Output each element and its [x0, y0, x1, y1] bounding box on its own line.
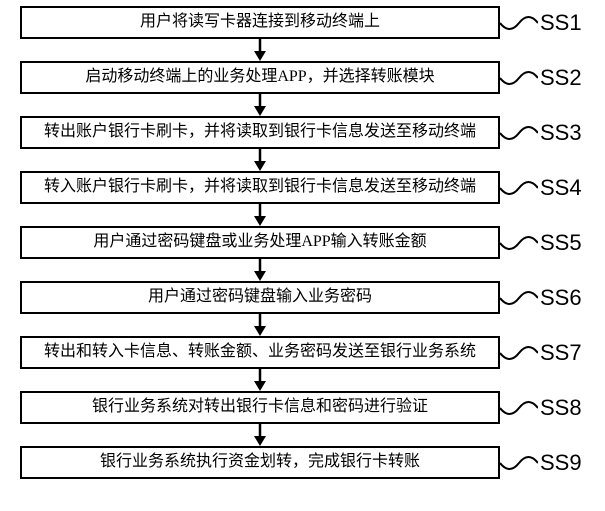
label-SS2: SS2 [540, 65, 582, 91]
label-SS5: SS5 [540, 230, 582, 256]
label-SS3: SS3 [540, 120, 582, 146]
arrow-1 [248, 39, 272, 61]
arrow-5 [248, 259, 272, 281]
step-SS9: 银行业务系统执行资金划转，完成银行卡转账 [20, 446, 500, 479]
wave-SS1 [500, 9, 538, 37]
wave-SS8 [500, 394, 538, 422]
step-SS2: 启动移动终端上的业务处理APP，并选择转账模块 [20, 61, 500, 94]
label-SS1: SS1 [540, 10, 582, 36]
wave-SS2 [500, 64, 538, 92]
wave-SS3 [500, 119, 538, 147]
step-SS1: 用户将读写卡器连接到移动终端上 [20, 6, 500, 39]
label-SS7: SS7 [540, 340, 582, 366]
wave-SS5 [500, 229, 538, 257]
step-SS3: 转出账户银行卡刷卡，并将读取到银行卡信息发送至移动终端 [20, 116, 500, 149]
flowchart-diagram: 用户将读写卡器连接到移动终端上 SS1 启动移动终端上的业务处理APP，并选择转账模… [0, 0, 605, 511]
step-SS8: 银行业务系统对转出银行卡信息和密码进行验证 [20, 391, 500, 424]
step-SS4: 转入账户银行卡刷卡，并将读取到银行卡信息发送至移动终端 [20, 171, 500, 204]
wave-SS7 [500, 339, 538, 367]
arrow-4 [248, 204, 272, 226]
label-SS6: SS6 [540, 285, 582, 311]
label-SS4: SS4 [540, 175, 582, 201]
step-SS5: 用户通过密码键盘或业务处理APP输入转账金额 [20, 226, 500, 259]
wave-SS4 [500, 174, 538, 202]
arrow-7 [248, 369, 272, 391]
wave-SS6 [500, 284, 538, 312]
arrow-8 [248, 424, 272, 446]
label-SS8: SS8 [540, 395, 582, 421]
step-SS7: 转出和转入卡信息、转账金额、业务密码发送至银行业务系统 [20, 336, 500, 369]
label-SS9: SS9 [540, 450, 582, 476]
arrow-6 [248, 314, 272, 336]
arrow-2 [248, 94, 272, 116]
arrow-3 [248, 149, 272, 171]
wave-SS9 [500, 449, 538, 477]
step-SS6: 用户通过密码键盘输入业务密码 [20, 281, 500, 314]
